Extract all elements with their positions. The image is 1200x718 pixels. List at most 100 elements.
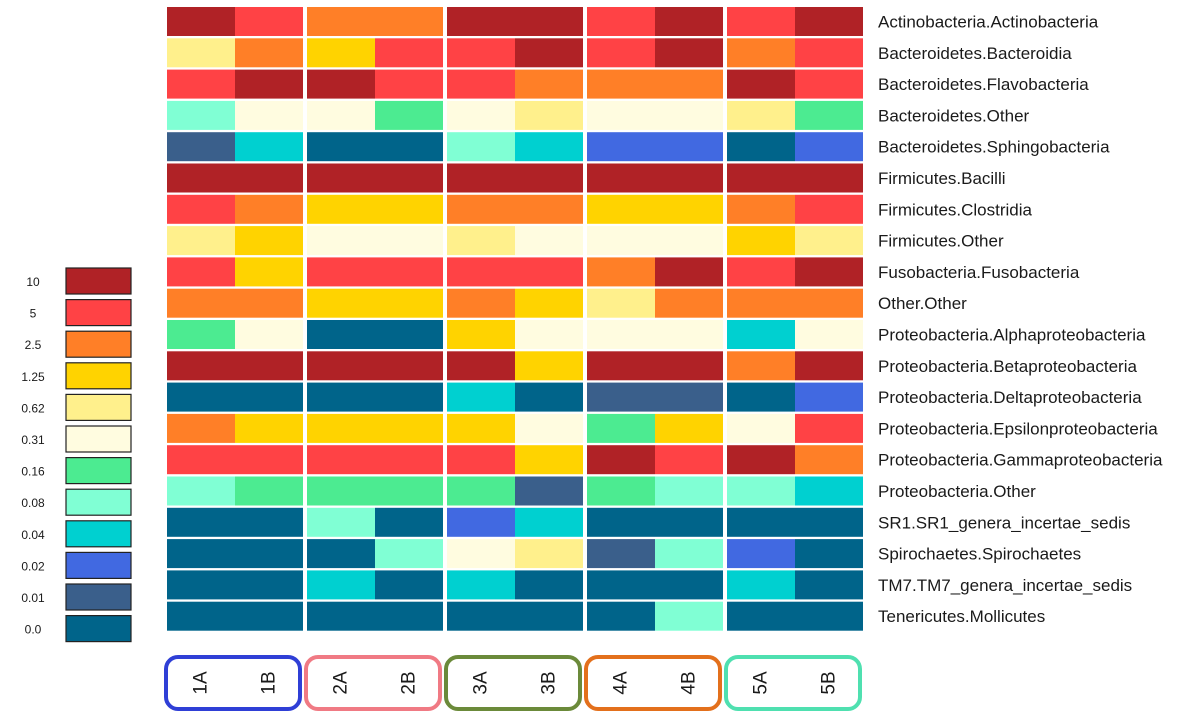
heatmap-cell	[727, 507, 795, 537]
sample-group-box	[304, 655, 442, 711]
heatmap-cell	[795, 445, 863, 475]
heatmap-cell	[795, 320, 863, 349]
heatmap-cell	[655, 507, 723, 537]
sample-groups: 1A 1B 2A 2B 3A 3B 4A 4B 5A 5B	[164, 655, 862, 711]
heatmap-cell	[307, 570, 375, 600]
heatmap-cell	[307, 288, 375, 318]
heatmap-cell	[587, 413, 655, 443]
heatmap-cell	[515, 38, 583, 68]
heatmap-cell	[655, 539, 723, 569]
row-label: Bacteroidetes.Sphingobacteria	[878, 138, 1110, 157]
heatmap-cell	[167, 382, 235, 412]
heatmap-cell	[587, 69, 655, 99]
heatmap-cell	[655, 445, 723, 475]
heatmap-cell	[587, 7, 655, 36]
heatmap-cell	[587, 601, 655, 631]
heatmap-cell	[727, 476, 795, 506]
heatmap-cell	[515, 539, 583, 569]
heatmap-cell	[447, 382, 515, 412]
heatmap-cell	[655, 476, 723, 506]
heatmap-cell	[235, 445, 303, 475]
row-label: Spirochaetes.Spirochaetes	[878, 545, 1081, 564]
row-label: Actinobacteria.Actinobacteria	[878, 13, 1099, 32]
heatmap-cell	[235, 320, 303, 349]
heatmap-cell	[587, 351, 655, 381]
row-label: Bacteroidetes.Other	[878, 106, 1030, 125]
heatmap-cell	[235, 507, 303, 537]
heatmap-cell	[307, 38, 375, 68]
sample-group-box	[444, 655, 582, 711]
heatmap-cell	[587, 194, 655, 224]
heatmap-cell	[655, 7, 723, 36]
heatmap-cell	[655, 38, 723, 68]
heatmap-cell	[795, 226, 863, 256]
heatmap-cell	[587, 257, 655, 287]
heatmap-cell	[447, 100, 515, 130]
heatmap-cell	[515, 257, 583, 287]
heatmap-cell	[515, 382, 583, 412]
heatmap-cell	[727, 539, 795, 569]
heatmap-cell	[727, 257, 795, 287]
heatmap-cell	[167, 257, 235, 287]
heatmap-cell	[167, 476, 235, 506]
heatmap-cell	[167, 320, 235, 349]
heatmap-cell	[727, 194, 795, 224]
heatmap-cell	[375, 132, 443, 162]
heatmap-cell	[235, 100, 303, 130]
heatmap-cell	[795, 570, 863, 600]
heatmap-cell	[235, 351, 303, 381]
heatmap-cell	[795, 257, 863, 287]
heatmap-cell	[375, 226, 443, 256]
row-label: Proteobacteria.Betaproteobacteria	[878, 357, 1137, 376]
heatmap-cell	[307, 69, 375, 99]
heatmap-cell	[515, 570, 583, 600]
heatmap-cell	[375, 570, 443, 600]
heatmap-cell	[655, 257, 723, 287]
heatmap-cell	[515, 445, 583, 475]
heatmap-cell	[375, 100, 443, 130]
row-label: TM7.TM7_genera_incertae_sedis	[878, 576, 1132, 595]
heatmap-cell	[515, 507, 583, 537]
heatmap-cells	[167, 7, 863, 631]
heatmap-cell	[727, 100, 795, 130]
heatmap-cell	[515, 320, 583, 349]
heatmap-cell	[587, 445, 655, 475]
heatmap-cell	[447, 476, 515, 506]
legend-label: 5	[30, 307, 37, 321]
heatmap-cell	[795, 69, 863, 99]
heatmap-cell	[167, 38, 235, 68]
sample-label: 5B	[819, 671, 840, 694]
legend-swatch	[65, 330, 132, 358]
heatmap-cell	[795, 539, 863, 569]
row-label: Firmicutes.Bacilli	[878, 169, 1006, 188]
heatmap-cell	[447, 539, 515, 569]
sample-label: 1B	[259, 671, 280, 694]
heatmap-cell	[375, 476, 443, 506]
legend-label: 2.5	[25, 338, 42, 352]
heatmap-cell	[727, 38, 795, 68]
heatmap-cell	[515, 132, 583, 162]
heatmap-cell	[307, 351, 375, 381]
heatmap-cell	[515, 163, 583, 193]
row-label: Other.Other	[878, 294, 967, 313]
heatmap-cell	[447, 69, 515, 99]
row-label: Proteobacteria.Epsilonproteobacteria	[878, 419, 1158, 438]
legend-swatch	[65, 362, 132, 390]
sample-group-box	[164, 655, 302, 711]
heatmap-cell	[235, 413, 303, 443]
heatmap-cell	[727, 382, 795, 412]
legend-swatch	[65, 583, 132, 611]
row-label: Tenericutes.Mollicutes	[878, 607, 1045, 626]
heatmap-cell	[655, 320, 723, 349]
heatmap-cell	[375, 163, 443, 193]
heatmap-cell	[167, 351, 235, 381]
heatmap-cell	[795, 194, 863, 224]
heatmap-cell	[587, 476, 655, 506]
row-label: Bacteroidetes.Bacteroidia	[878, 44, 1072, 63]
row-labels: Actinobacteria.Actinobacteria Bacteroidet…	[878, 13, 1163, 627]
heatmap-cell	[655, 226, 723, 256]
sample-label: 1A	[191, 671, 212, 695]
heatmap-cell	[375, 539, 443, 569]
heatmap-cell	[447, 194, 515, 224]
